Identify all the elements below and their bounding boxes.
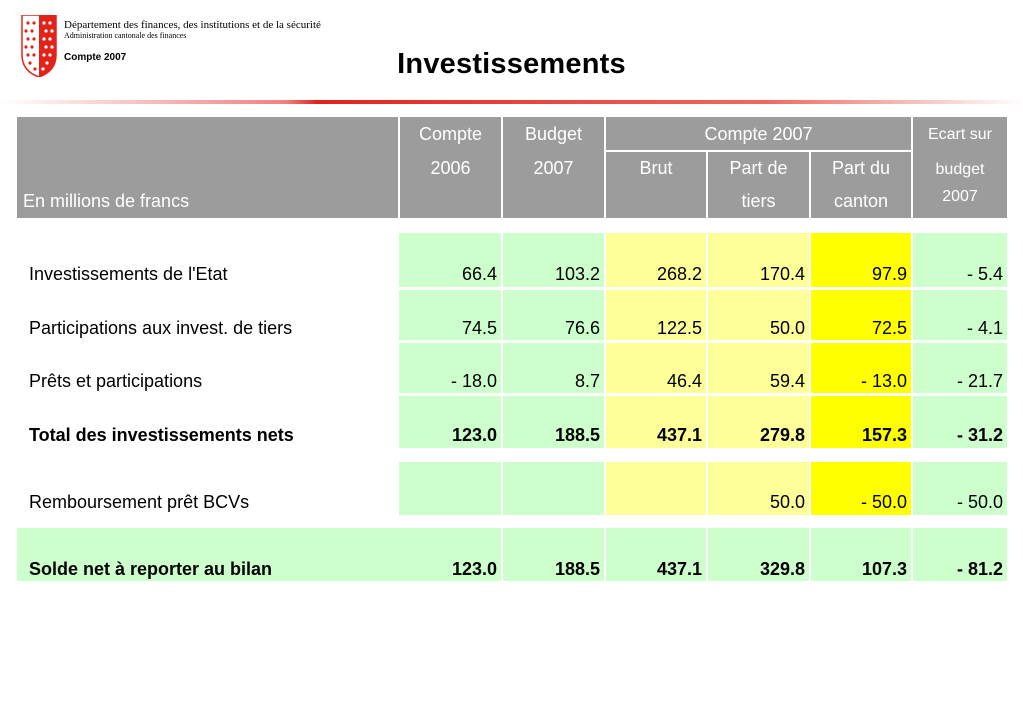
cell-ecart: - 50.0 bbox=[956, 492, 1003, 512]
col-bg-budget bbox=[503, 462, 604, 515]
row-label-prets-participations: Prêts et participations bbox=[29, 371, 203, 391]
col-separator bbox=[501, 528, 503, 581]
cell-budget-2007: 76.6 bbox=[564, 318, 600, 338]
cell-brut: 437.1 bbox=[656, 425, 702, 445]
cell-part-canton: 157.3 bbox=[861, 425, 907, 445]
canton-coat-of-arms-icon bbox=[21, 15, 57, 77]
cell-brut: 46.4 bbox=[666, 371, 702, 391]
col-bg-2006 bbox=[399, 462, 501, 515]
row-separator bbox=[399, 393, 1007, 396]
cell-part-canton: - 50.0 bbox=[860, 492, 907, 512]
row-label-remboursement-bcvs: Remboursement prêt BCVs bbox=[29, 492, 250, 512]
cell-ecart: - 31.2 bbox=[956, 425, 1003, 445]
cell-compte-2006: - 18.0 bbox=[450, 371, 497, 391]
cell-part-tiers: 50.0 bbox=[769, 318, 805, 338]
header-brut: Brut bbox=[606, 152, 706, 218]
cell-brut: 122.5 bbox=[656, 318, 702, 338]
cell-budget-2007: 188.5 bbox=[554, 559, 600, 579]
header-part-tiers: Part de tiers bbox=[708, 152, 809, 218]
administration-name: Administration cantonale des finances bbox=[64, 31, 187, 40]
col-separator bbox=[706, 528, 708, 581]
col-separator bbox=[604, 528, 606, 581]
cell-compte-2006: 123.0 bbox=[451, 425, 497, 445]
header-budget-2007: Budget 2007 bbox=[503, 117, 604, 218]
row-bg-solde bbox=[17, 528, 1007, 581]
col-bg-ecart bbox=[913, 462, 1007, 515]
cell-part-canton: 107.3 bbox=[861, 559, 907, 579]
cell-part-tiers: 50.0 bbox=[769, 492, 805, 512]
col-separator bbox=[809, 528, 811, 581]
cell-part-canton: - 13.0 bbox=[860, 371, 907, 391]
cell-part-tiers: 329.8 bbox=[759, 559, 805, 579]
cell-brut: 437.1 bbox=[656, 559, 702, 579]
header-unit-cell: En millions de francs bbox=[17, 117, 398, 218]
header-compte-2006: Compte 2006 bbox=[400, 117, 501, 218]
cell-budget-2007: 103.2 bbox=[554, 264, 600, 284]
cell-compte-2006: 66.4 bbox=[461, 264, 497, 284]
header-part-canton: Part du canton bbox=[811, 152, 911, 218]
col-bg-brut bbox=[606, 462, 706, 515]
cell-ecart: - 21.7 bbox=[956, 371, 1003, 391]
cell-part-tiers: 170.4 bbox=[759, 264, 805, 284]
row-separator bbox=[399, 340, 1007, 343]
cell-ecart: - 5.4 bbox=[966, 264, 1003, 284]
cell-part-tiers: 279.8 bbox=[759, 425, 805, 445]
page-title: Investissements bbox=[397, 48, 626, 80]
cell-part-tiers: 59.4 bbox=[769, 371, 805, 391]
cell-compte-2006: 74.5 bbox=[461, 318, 497, 338]
cell-compte-2006: 123.0 bbox=[451, 559, 497, 579]
cell-brut: 268.2 bbox=[656, 264, 702, 284]
header-divider bbox=[0, 100, 1023, 104]
cell-budget-2007: 188.5 bbox=[554, 425, 600, 445]
col-separator bbox=[911, 528, 913, 581]
account-label: Compte 2007 bbox=[64, 52, 127, 63]
col-bg-canton bbox=[811, 462, 911, 515]
cell-budget-2007: 8.7 bbox=[574, 371, 600, 391]
unit-label: En millions de francs bbox=[23, 191, 190, 211]
header-compte-2007-group: Compte 2007 bbox=[606, 117, 911, 150]
row-separator bbox=[399, 287, 1007, 290]
row-label-participations-tiers: Participations aux invest. de tiers bbox=[29, 318, 293, 338]
row-label-total-investissements: Total des investissements nets bbox=[29, 425, 294, 445]
cell-part-canton: 97.9 bbox=[871, 264, 907, 284]
row-label-investissements-etat: Investissements de l'Etat bbox=[29, 264, 228, 284]
department-name: Département des finances, des institutio… bbox=[64, 19, 321, 31]
col-bg-tiers bbox=[708, 462, 809, 515]
header-ecart: Ecart sur budget 2007 bbox=[913, 117, 1007, 218]
row-label-solde-net: Solde net à reporter au bilan bbox=[29, 559, 273, 579]
cell-part-canton: 72.5 bbox=[871, 318, 907, 338]
cell-ecart: - 4.1 bbox=[966, 318, 1003, 338]
cell-ecart: - 81.2 bbox=[956, 559, 1003, 579]
